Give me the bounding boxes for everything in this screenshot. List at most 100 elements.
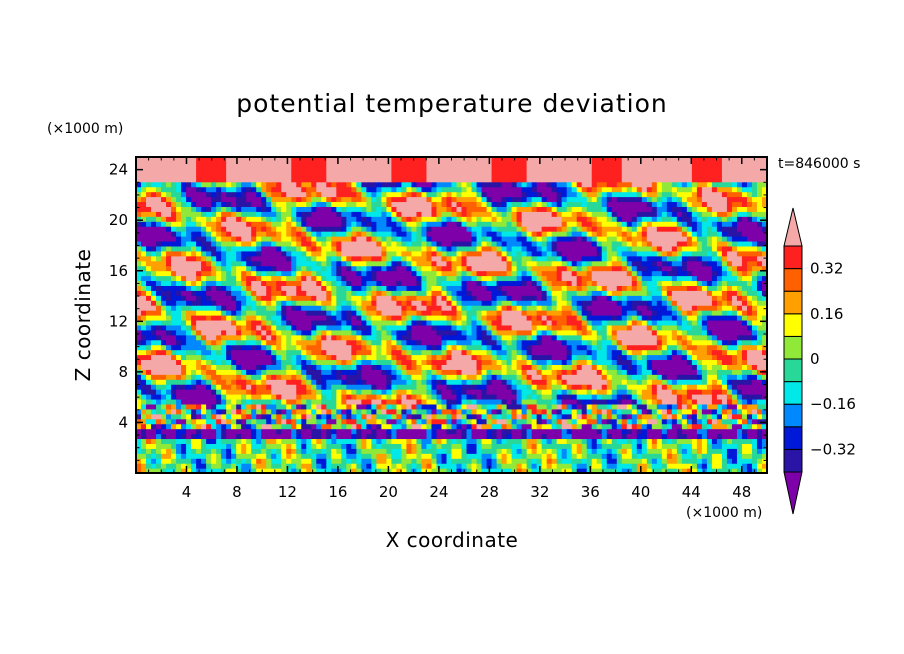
field-cell [286, 300, 292, 306]
field-cell [586, 369, 593, 375]
field-cell [326, 349, 332, 356]
field-cell [501, 374, 508, 380]
field-cell [686, 428, 693, 435]
field-cell [571, 418, 578, 425]
field-cell [431, 354, 438, 361]
field-cell [651, 359, 658, 365]
field-cell [351, 354, 357, 361]
field-row [136, 463, 767, 469]
field-cell [296, 468, 302, 473]
field-cell [691, 423, 698, 430]
field-cell [441, 394, 448, 400]
field-cell [486, 389, 493, 395]
field-cell [706, 443, 713, 449]
field-cell [136, 423, 142, 430]
field-cell [386, 463, 393, 469]
field-cell [731, 359, 738, 365]
field-cell [356, 403, 362, 410]
field-cell [556, 369, 563, 375]
field-cell [686, 468, 693, 473]
field-cell [336, 280, 342, 286]
field-cell [351, 453, 357, 459]
field-cell [761, 324, 767, 331]
field-cell [646, 305, 653, 311]
field-cell [266, 428, 272, 435]
field-cell [556, 344, 563, 351]
field-cell [146, 290, 152, 296]
field-cell [396, 329, 403, 336]
field-cell [466, 329, 473, 336]
field-cell [376, 280, 382, 286]
field-cell [486, 285, 493, 291]
field-cell [716, 408, 723, 415]
field-cell [606, 369, 613, 375]
field-cell [201, 354, 207, 361]
field-cell [146, 413, 152, 420]
field-cell [521, 418, 528, 425]
field-cell [531, 295, 538, 301]
field-cell [751, 295, 758, 301]
field-cell [621, 315, 628, 321]
field-cell [716, 468, 723, 473]
field-cell [341, 438, 347, 444]
field-cell [376, 458, 382, 464]
field-cell [541, 448, 548, 454]
field-cell [236, 275, 242, 282]
field-cell [191, 428, 197, 435]
field-cell [281, 398, 287, 405]
field-cell [251, 339, 257, 346]
field-cell [671, 344, 678, 351]
field-cell [431, 369, 438, 375]
field-cell [141, 310, 147, 316]
field-cell [216, 354, 222, 361]
field-cell [366, 453, 372, 459]
field-cell [686, 443, 693, 449]
field-cell [451, 344, 458, 351]
field-cell [156, 423, 162, 430]
field-cell [576, 438, 583, 444]
field-cell [321, 280, 327, 286]
field-cell [696, 394, 703, 400]
field-cell [226, 428, 232, 435]
field-cell [641, 443, 648, 449]
field-cell [266, 339, 272, 346]
field-cell [351, 468, 357, 473]
field-cell [511, 413, 518, 420]
field-cell [276, 324, 282, 331]
field-cell [631, 374, 638, 380]
field-cell [641, 354, 648, 361]
field-cell [481, 315, 488, 321]
field-cell [706, 428, 713, 435]
field-cell [456, 418, 463, 425]
field-cell [251, 310, 257, 316]
field-cell [351, 295, 357, 301]
field-cell [586, 364, 593, 370]
field-cell [456, 369, 463, 375]
field-cell [351, 339, 357, 346]
field-cell [216, 379, 222, 385]
field-cell [386, 384, 393, 390]
field-cell [591, 315, 598, 321]
field-cell [431, 458, 438, 464]
field-cell [256, 384, 262, 390]
field-cell [141, 315, 147, 321]
field-cell [626, 339, 633, 346]
field-cell [331, 344, 337, 351]
field-cell [696, 305, 703, 311]
field-cell [341, 329, 347, 336]
field-cell [141, 384, 147, 390]
field-cell [186, 379, 192, 385]
field-cell [726, 374, 733, 380]
field-cell [596, 448, 603, 454]
field-cell [461, 389, 468, 395]
field-cell [456, 354, 463, 361]
field-cell [136, 364, 142, 370]
field-cell [421, 374, 428, 380]
field-cell [561, 310, 568, 316]
field-cell [251, 418, 257, 425]
field-cell [256, 339, 262, 346]
field-cell [736, 428, 743, 435]
field-cell [421, 384, 428, 390]
field-cell [701, 423, 708, 430]
field-cell [306, 280, 312, 286]
